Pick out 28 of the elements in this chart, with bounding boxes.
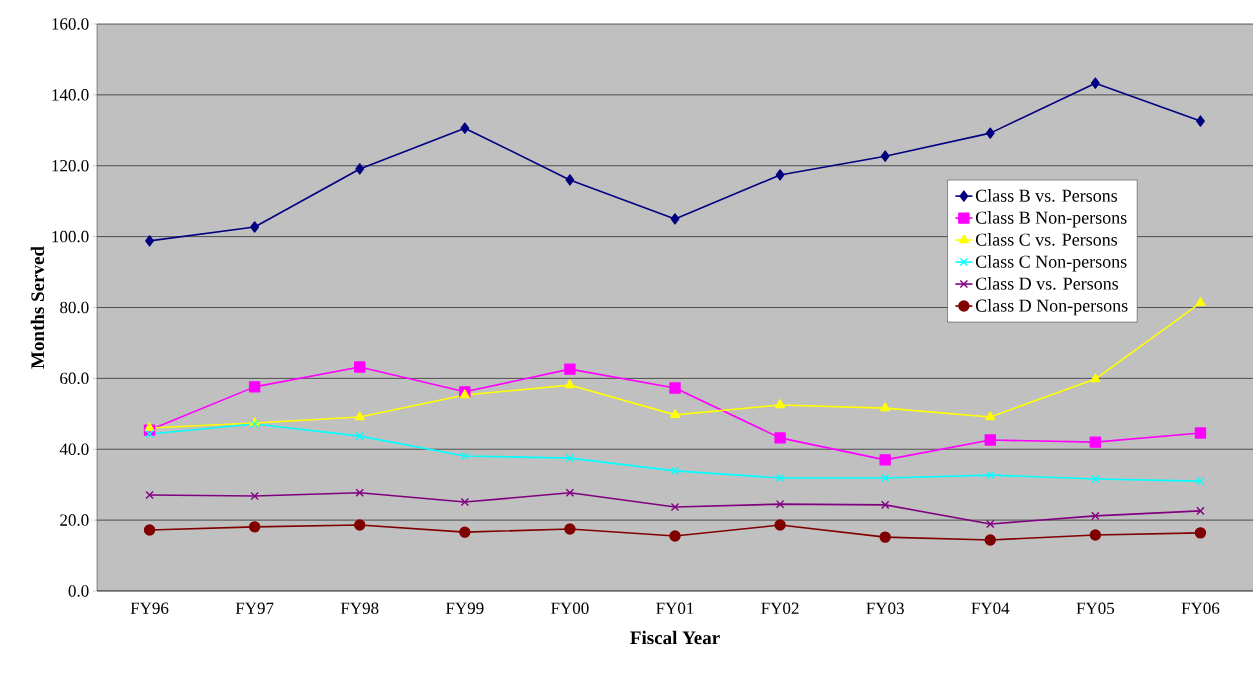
legend-label: Class C vs. Persons [975, 233, 1118, 246]
legend-label: Class C Non-persons [975, 255, 1127, 272]
y-tick-label: 80.0 [60, 301, 89, 314]
legend-label: Class B Non-persons [975, 211, 1127, 228]
x-tick-label: FY99 [445, 602, 484, 614]
x-tick-label: FY02 [761, 602, 799, 614]
x-tick-label: FY06 [1181, 602, 1220, 614]
x-tick-label: FY05 [1076, 602, 1115, 614]
y-tick-label: 60.0 [60, 372, 89, 385]
x-tick-label: FY01 [656, 602, 694, 614]
x-tick-label: FY97 [235, 602, 274, 614]
x-tick-label: FY98 [340, 602, 379, 614]
x-tick-label: FY96 [130, 602, 169, 614]
y-tick-label: 100.0 [52, 230, 89, 243]
y-tick-label: 20.0 [60, 514, 89, 526]
legend-label: Class B vs. Persons [975, 189, 1118, 202]
y-tick-label: 120.0 [52, 159, 89, 172]
x-tick-label: FY00 [551, 602, 589, 614]
y-tick-label: 0.0 [68, 585, 89, 597]
x-tick-label: FY03 [866, 602, 904, 614]
y-tick-label: 140.0 [52, 89, 89, 101]
y-axis-title: Months Served [30, 246, 45, 369]
x-axis-title: Fiscal Year [630, 630, 720, 645]
y-tick-label: 40.0 [59, 443, 89, 455]
legend-label: Class D vs. Persons [975, 277, 1119, 290]
legend-label: Class D Non-persons [975, 299, 1128, 316]
y-tick-label: 160.0 [52, 18, 89, 30]
x-tick-label: FY04 [971, 602, 1010, 614]
